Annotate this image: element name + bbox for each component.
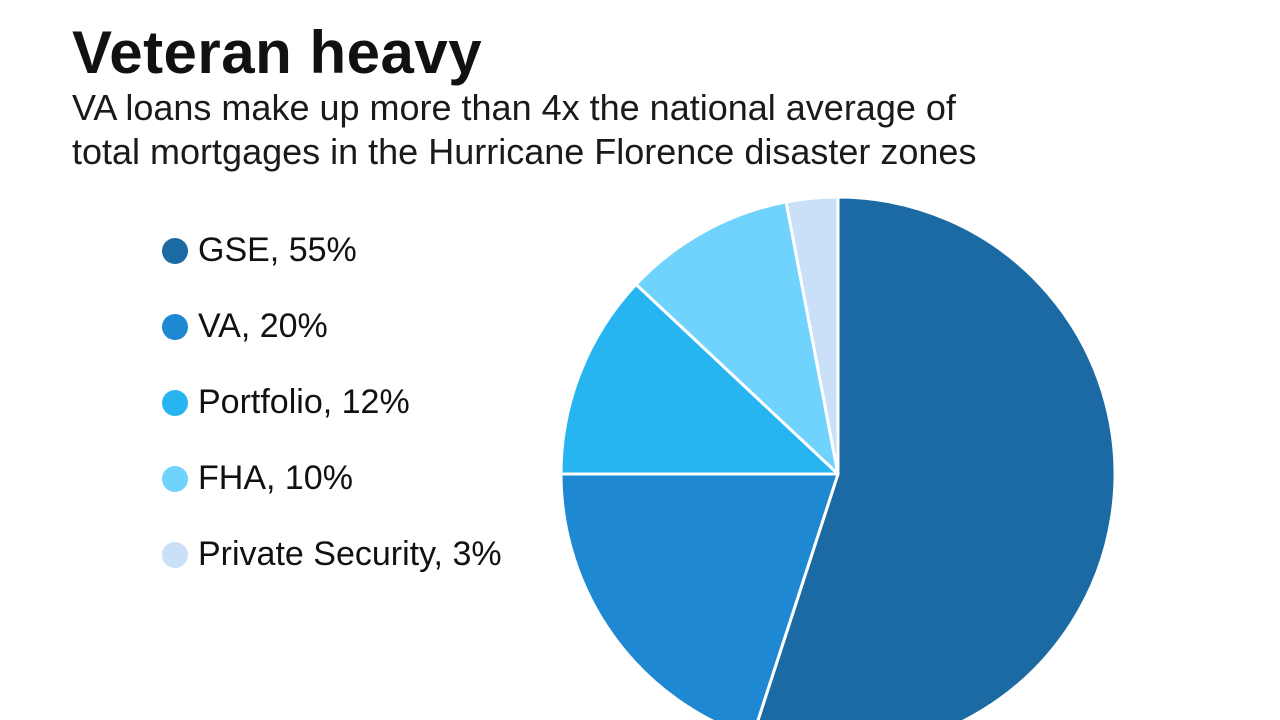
legend-item-gse: GSE, 55% [162,228,502,304]
legend-swatch-private-security [162,542,188,568]
pie-slice-va [559,472,840,720]
pie-slice-gse [756,195,1117,720]
pie-slice-private-security [784,195,840,476]
pie-slice-fha [634,200,840,476]
legend-item-fha: FHA, 10% [162,456,502,532]
legend-swatch-portfolio [162,390,188,416]
legend-label-va: VA, 20% [198,307,328,345]
legend-swatch-gse [162,238,188,264]
subtitle-line-1: VA loans make up more than 4x the nation… [72,87,956,128]
legend-label-gse: GSE, 55% [198,231,357,269]
legend-swatch-fha [162,466,188,492]
legend: GSE, 55% VA, 20% Portfolio, 12% FHA, 10%… [162,228,502,608]
subtitle-line-2: total mortgages in the Hurricane Florenc… [72,131,977,172]
legend-label-portfolio: Portfolio, 12% [198,383,410,421]
chart-subtitle: VA loans make up more than 4x the nation… [72,86,1202,174]
legend-item-portfolio: Portfolio, 12% [162,380,502,456]
legend-label-private-security: Private Security, 3% [198,535,502,573]
legend-label-fha: FHA, 10% [198,459,353,497]
legend-item-va: VA, 20% [162,304,502,380]
pie-slice-portfolio [559,282,840,476]
chart-title: Veteran heavy [72,19,483,86]
legend-item-private-security: Private Security, 3% [162,532,502,608]
legend-swatch-va [162,314,188,340]
